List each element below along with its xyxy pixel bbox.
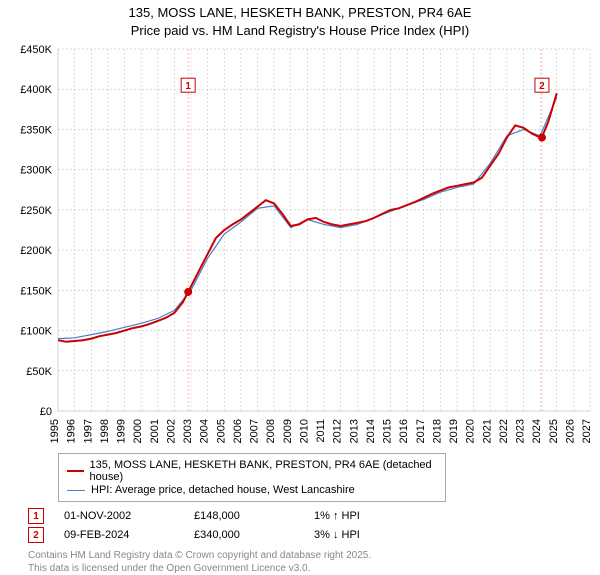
- svg-text:2017: 2017: [415, 419, 427, 443]
- sale-date: 09-FEB-2024: [64, 529, 174, 541]
- svg-text:1997: 1997: [82, 419, 94, 443]
- svg-text:2004: 2004: [199, 419, 211, 443]
- svg-text:1: 1: [185, 81, 191, 92]
- sale-row: 2 09-FEB-2024 £340,000 3% ↓ HPI: [28, 527, 600, 543]
- svg-text:2025: 2025: [548, 419, 560, 443]
- legend-label: HPI: Average price, detached house, West…: [91, 484, 355, 496]
- svg-text:2022: 2022: [498, 419, 510, 443]
- svg-text:2015: 2015: [382, 419, 394, 443]
- svg-text:2027: 2027: [581, 419, 593, 443]
- svg-text:2021: 2021: [481, 419, 493, 443]
- sale-markers-table: 1 01-NOV-2002 £148,000 1% ↑ HPI 2 09-FEB-2024…: [28, 508, 600, 543]
- chart-title: 135, MOSS LANE, HESKETH BANK, PRESTON, P…: [0, 0, 600, 41]
- attribution-line2: This data is licensed under the Open Gov…: [28, 563, 310, 574]
- svg-text:1996: 1996: [66, 419, 78, 443]
- svg-text:2000: 2000: [132, 419, 144, 443]
- sale-price: £340,000: [194, 529, 294, 541]
- svg-text:£150K: £150K: [20, 285, 52, 297]
- svg-text:1998: 1998: [99, 419, 111, 443]
- sale-price: £148,000: [194, 510, 294, 522]
- svg-text:£200K: £200K: [20, 245, 52, 257]
- title-line1: 135, MOSS LANE, HESKETH BANK, PRESTON, P…: [129, 5, 472, 20]
- svg-text:£100K: £100K: [20, 326, 52, 338]
- svg-text:2005: 2005: [215, 419, 227, 443]
- svg-text:2009: 2009: [282, 419, 294, 443]
- svg-text:2: 2: [539, 81, 545, 92]
- svg-text:2008: 2008: [265, 419, 277, 443]
- svg-text:£450K: £450K: [20, 44, 52, 56]
- legend-item: 135, MOSS LANE, HESKETH BANK, PRESTON, P…: [67, 459, 437, 483]
- legend-swatch: [67, 470, 84, 472]
- sale-marker-box: 2: [28, 527, 44, 543]
- sale-delta: 3% ↓ HPI: [314, 529, 424, 541]
- sale-delta: 1% ↑ HPI: [314, 510, 424, 522]
- svg-text:2001: 2001: [149, 419, 161, 443]
- sale-date: 01-NOV-2002: [64, 510, 174, 522]
- legend-item: HPI: Average price, detached house, West…: [67, 484, 437, 496]
- svg-text:2012: 2012: [332, 419, 344, 443]
- svg-text:2019: 2019: [448, 419, 460, 443]
- svg-text:2007: 2007: [249, 419, 261, 443]
- svg-text:2010: 2010: [298, 419, 310, 443]
- legend-label: 135, MOSS LANE, HESKETH BANK, PRESTON, P…: [90, 459, 437, 483]
- svg-text:£250K: £250K: [20, 205, 52, 217]
- svg-text:2026: 2026: [564, 419, 576, 443]
- svg-text:£0: £0: [40, 406, 52, 418]
- svg-text:2016: 2016: [398, 419, 410, 443]
- svg-text:2014: 2014: [365, 419, 377, 443]
- svg-text:2020: 2020: [465, 419, 477, 443]
- attribution: Contains HM Land Registry data © Crown c…: [28, 549, 600, 575]
- chart: £0 £50K £100K £150K £200K £250K £300K £350K £400…: [0, 41, 600, 449]
- attribution-line1: Contains HM Land Registry data © Crown c…: [28, 550, 371, 561]
- legend: 135, MOSS LANE, HESKETH BANK, PRESTON, P…: [58, 453, 446, 502]
- svg-text:£50K: £50K: [26, 366, 52, 378]
- svg-text:2018: 2018: [431, 419, 443, 443]
- svg-text:2011: 2011: [315, 419, 327, 443]
- svg-text:2002: 2002: [165, 419, 177, 443]
- svg-text:1999: 1999: [116, 419, 128, 443]
- svg-text:£400K: £400K: [20, 84, 52, 96]
- svg-text:2024: 2024: [531, 419, 543, 443]
- sale-marker-box: 1: [28, 508, 44, 524]
- svg-text:2023: 2023: [515, 419, 527, 443]
- svg-text:2006: 2006: [232, 419, 244, 443]
- svg-text:2013: 2013: [348, 419, 360, 443]
- sale-row: 1 01-NOV-2002 £148,000 1% ↑ HPI: [28, 508, 600, 524]
- title-line2: Price paid vs. HM Land Registry's House …: [131, 23, 469, 38]
- svg-text:2003: 2003: [182, 419, 194, 443]
- svg-text:1995: 1995: [49, 419, 61, 443]
- svg-text:£300K: £300K: [20, 165, 52, 177]
- svg-text:£350K: £350K: [20, 125, 52, 137]
- legend-swatch: [67, 490, 85, 491]
